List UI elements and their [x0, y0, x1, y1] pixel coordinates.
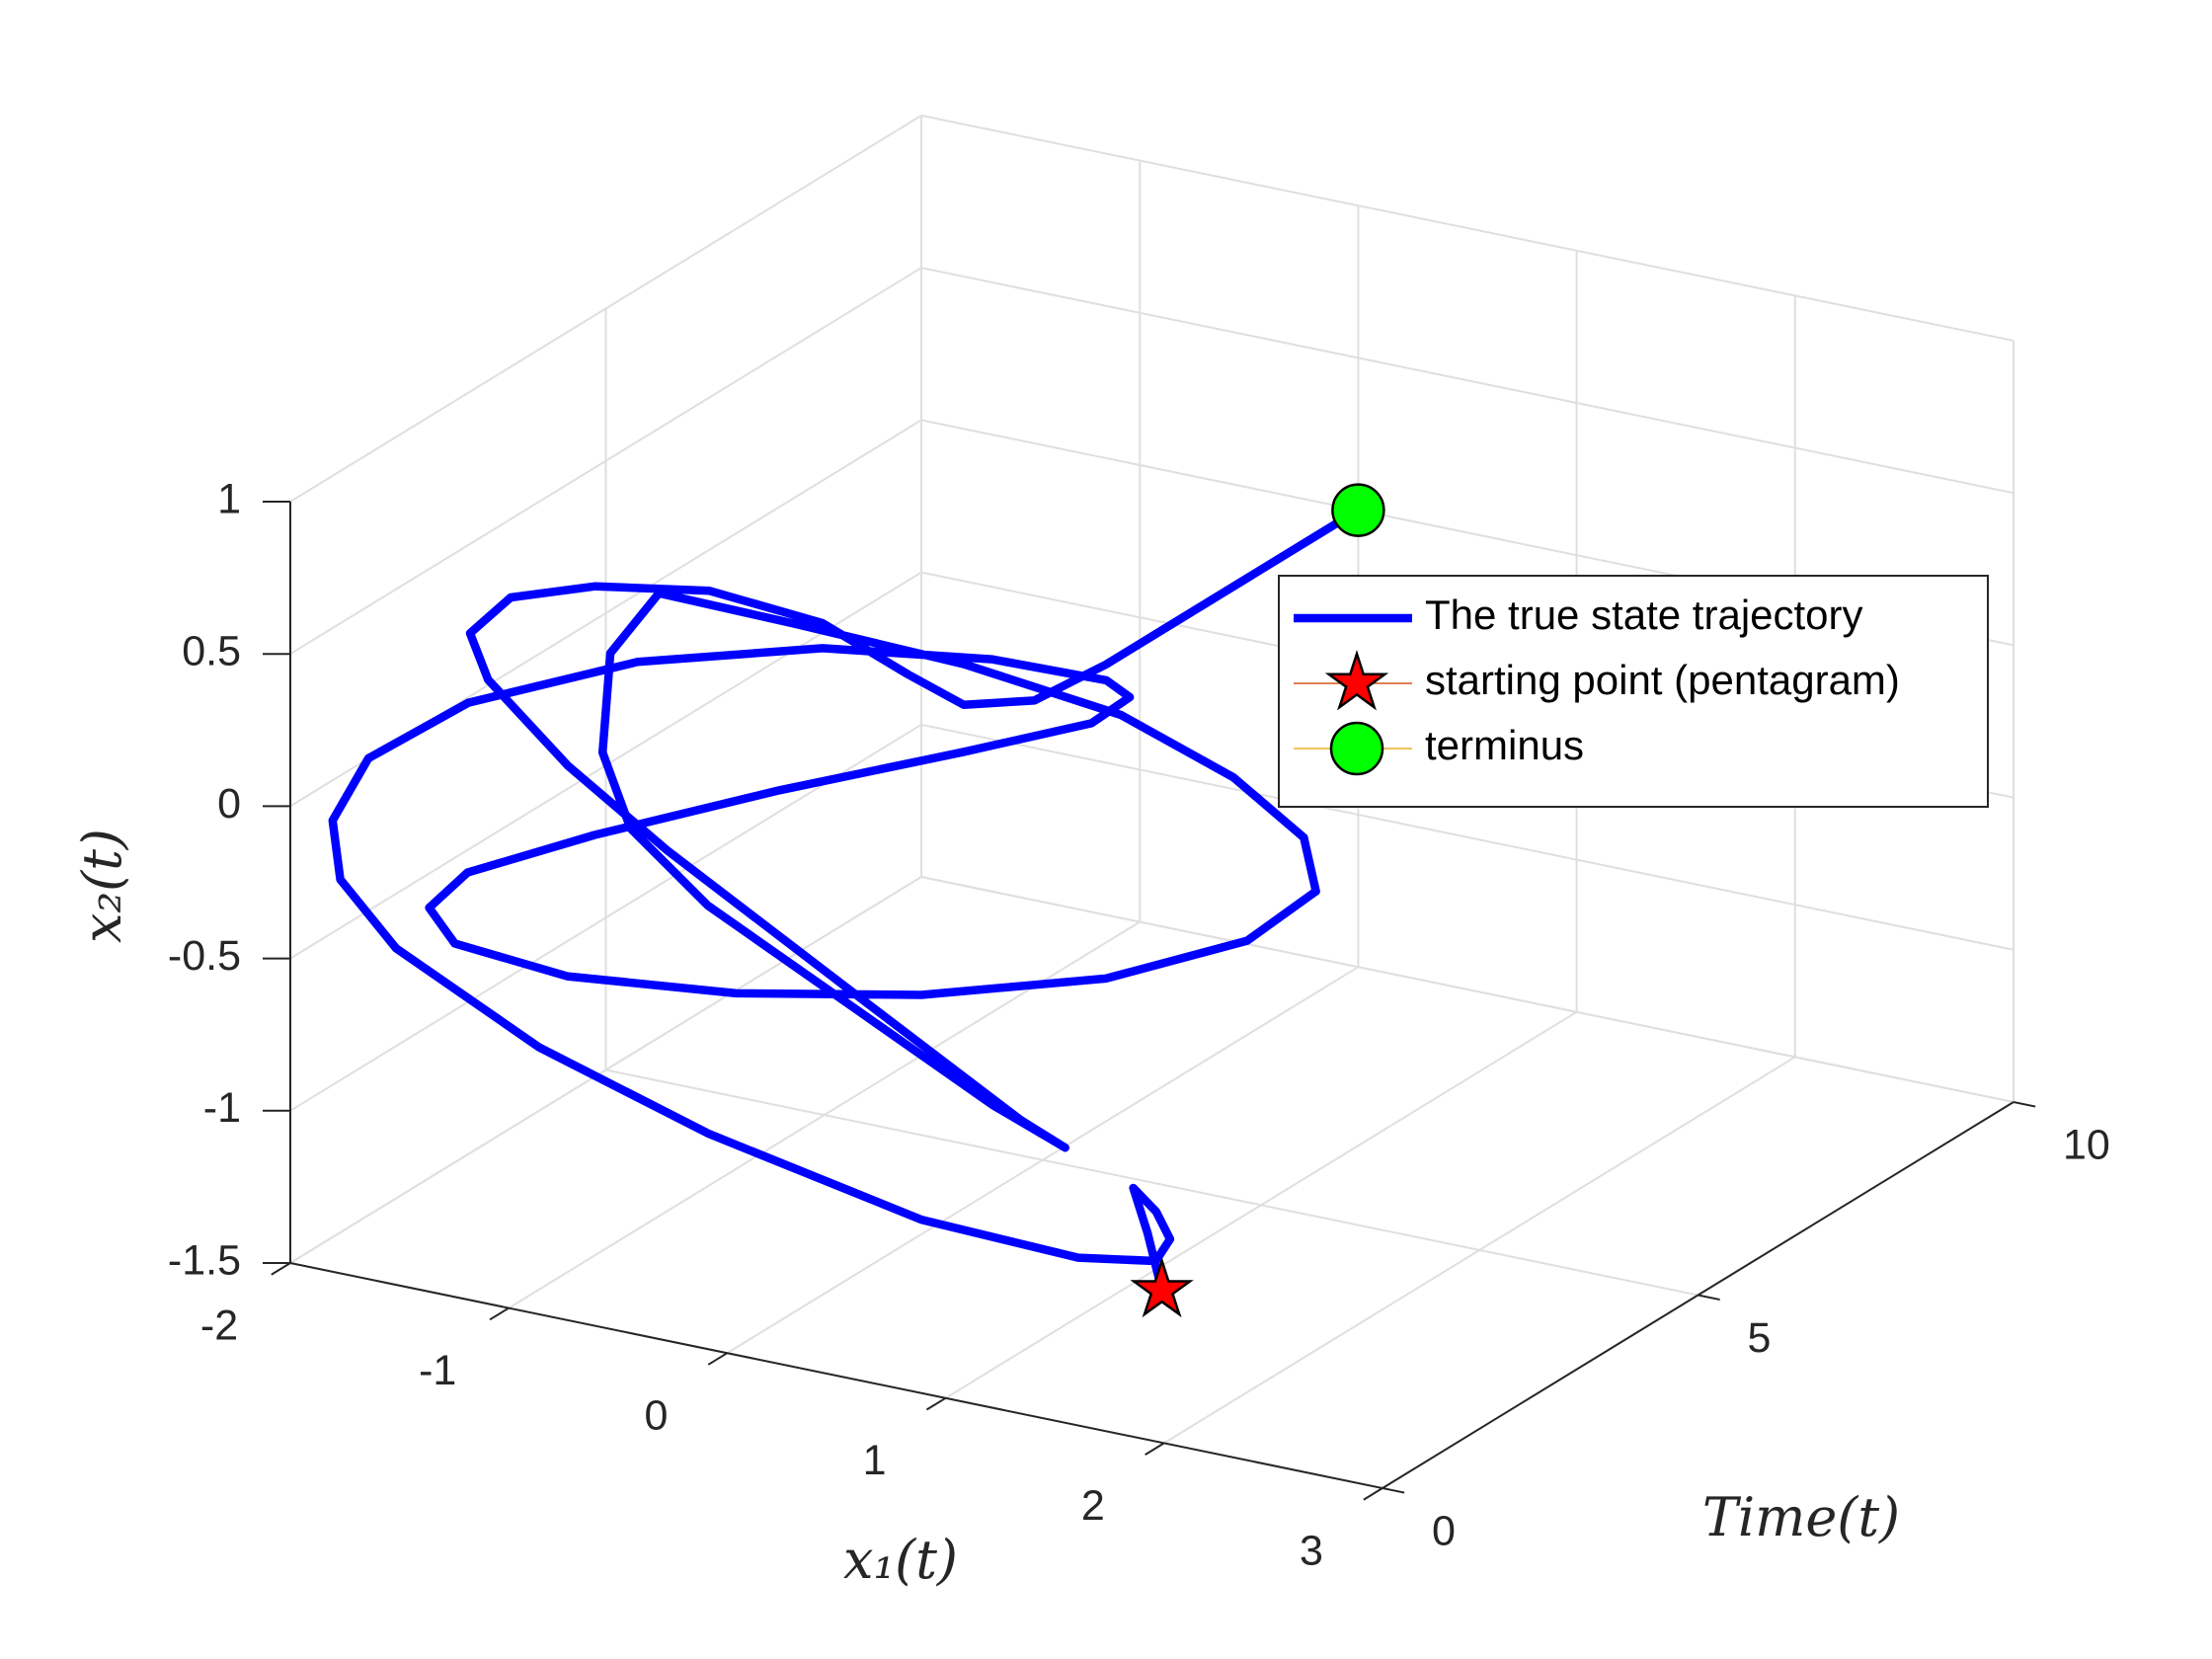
y-tick-label: 10: [2063, 1121, 2110, 1168]
z-tick-label: 0.5: [182, 628, 241, 675]
x-tick: [707, 1352, 728, 1366]
x-tick-label: 0: [644, 1392, 668, 1440]
y-tick: [1698, 1294, 1720, 1302]
x-tick-label: 1: [863, 1437, 887, 1484]
x-tick-label: 2: [1081, 1482, 1105, 1530]
y-tick-label: 5: [1748, 1314, 1772, 1362]
grid-line: [289, 876, 922, 1264]
grid-line: [605, 1068, 1698, 1297]
x-tick-label: 3: [1300, 1527, 1323, 1574]
grid-line: [289, 115, 922, 503]
z-tick-label: -1.5: [168, 1236, 241, 1284]
star-marker: [1130, 1256, 1194, 1318]
legend-label: starting point (pentagram): [1425, 657, 1900, 703]
grid-line: [920, 115, 2014, 342]
y-tick: [2013, 1101, 2036, 1108]
legend-label: terminus: [1425, 722, 1584, 768]
x-tick-label: -1: [419, 1347, 456, 1394]
trajectory-line: [328, 506, 1363, 1295]
y-axis-title: Time(t): [1702, 1486, 1900, 1548]
y-tick-label: 0: [1432, 1507, 1456, 1554]
z-tick-label: 0: [217, 780, 241, 828]
z-tick-label: -0.5: [168, 932, 241, 980]
legend-label: The true state trajectory: [1425, 592, 1863, 638]
x-tick: [271, 1262, 291, 1276]
x-tick: [925, 1396, 947, 1411]
legend-marker: [1329, 721, 1384, 776]
x-axis-line: [289, 1262, 1383, 1489]
x-tick: [1145, 1442, 1165, 1456]
grid-line: [289, 267, 922, 656]
grid-line: [920, 267, 2014, 495]
grid-line: [920, 876, 2014, 1103]
grid-line: [920, 723, 2014, 951]
x-tick: [489, 1306, 510, 1321]
x-tick-label: -2: [200, 1302, 238, 1349]
circle-marker: [1331, 483, 1385, 537]
legend-marker: [1324, 650, 1389, 711]
grid-line: [289, 723, 922, 1112]
legend: The true state trajectory starting point …: [1278, 575, 1989, 808]
x-axis-title: x₁(t): [843, 1529, 958, 1591]
z-tick-label: -1: [203, 1084, 241, 1132]
z-tick-label: 1: [217, 475, 241, 522]
z-axis-title: x₂(t): [71, 829, 133, 943]
y-tick: [1382, 1487, 1405, 1494]
x-tick: [1363, 1487, 1383, 1501]
